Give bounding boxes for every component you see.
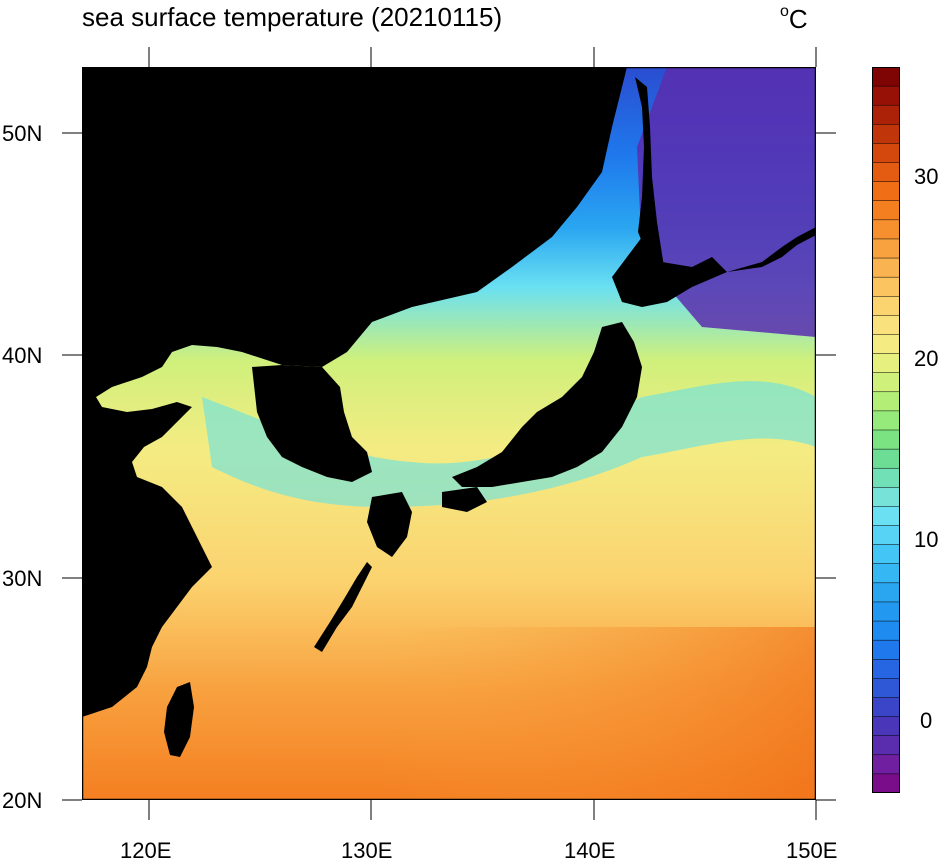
colorbar [872,67,900,793]
colorbar-swatch [872,257,900,278]
land-taiwan [164,682,194,757]
colorbar-swatch [872,85,900,106]
colorbar-frame [872,67,900,793]
land-shikoku [442,487,487,512]
colorbar-swatch [872,296,900,317]
units-label: oC [780,3,808,35]
lat-label-50n: 50N [2,121,43,146]
colorbar-swatch [872,659,900,680]
lon-label-120e: 120E [120,838,172,863]
colorbar-swatch [872,238,900,259]
colorbar-swatch [872,181,900,202]
colorbar-swatch [872,448,900,469]
colorbar-swatch [872,563,900,584]
lon-label-140e: 140E [564,838,616,863]
lat-label-40n: 40N [2,343,43,368]
colorbar-swatch [872,754,900,775]
colorbar-swatch [872,391,900,412]
land-hokkaido [612,237,727,307]
degree-symbol: o [780,3,789,21]
colorbar-swatch [872,601,900,622]
colorbar-swatch [872,162,900,183]
colorbar-swatch [872,544,900,565]
colorbar-swatch [872,716,900,737]
warm-pool [382,627,816,800]
land-honshu [452,322,642,487]
colorbar-swatch [872,200,900,221]
colorbar-swatch [872,582,900,603]
colorbar-swatch [872,678,900,699]
colorbar-swatch [872,506,900,527]
colorbar-swatch [872,104,900,125]
lon-label-130e: 130E [341,838,393,863]
units-text: C [788,4,808,34]
colorbar-swatch [872,276,900,297]
colorbar-tick-10: 10 [914,527,939,552]
colorbar-tick-0: 0 [920,708,933,733]
land-kyushu [367,492,412,557]
colorbar-swatch [872,67,900,87]
colorbar-swatch [872,639,900,660]
colorbar-swatch [872,219,900,240]
colorbar-tick-20: 20 [914,346,939,371]
colorbar-swatch [872,315,900,336]
map-title: sea surface temperature (20210115) [82,2,503,32]
colorbar-swatch [872,124,900,145]
colorbar-swatch [872,429,900,450]
colorbar-swatch [872,525,900,546]
sst-map [82,67,816,800]
colorbar-swatch [872,620,900,641]
colorbar-swatch [872,353,900,374]
colorbar-swatch [872,372,900,393]
land-asia [82,67,627,717]
colorbar-swatch [872,773,900,793]
colorbar-swatch [872,334,900,355]
colorbar-tick-30: 30 [914,164,939,189]
map-frame [82,67,816,800]
colorbar-swatch [872,410,900,431]
land-sakhalin [635,77,664,267]
lat-label-20n: 20N [2,788,43,813]
lat-label-30n: 30N [2,566,43,591]
lon-label-150e: 150E [786,838,838,863]
colorbar-swatch [872,487,900,508]
colorbar-swatch [872,735,900,756]
colorbar-swatch [872,467,900,488]
land-ryukyu [314,562,372,652]
land-korea [252,365,372,482]
colorbar-swatch [872,143,900,164]
colorbar-swatch [872,697,900,718]
